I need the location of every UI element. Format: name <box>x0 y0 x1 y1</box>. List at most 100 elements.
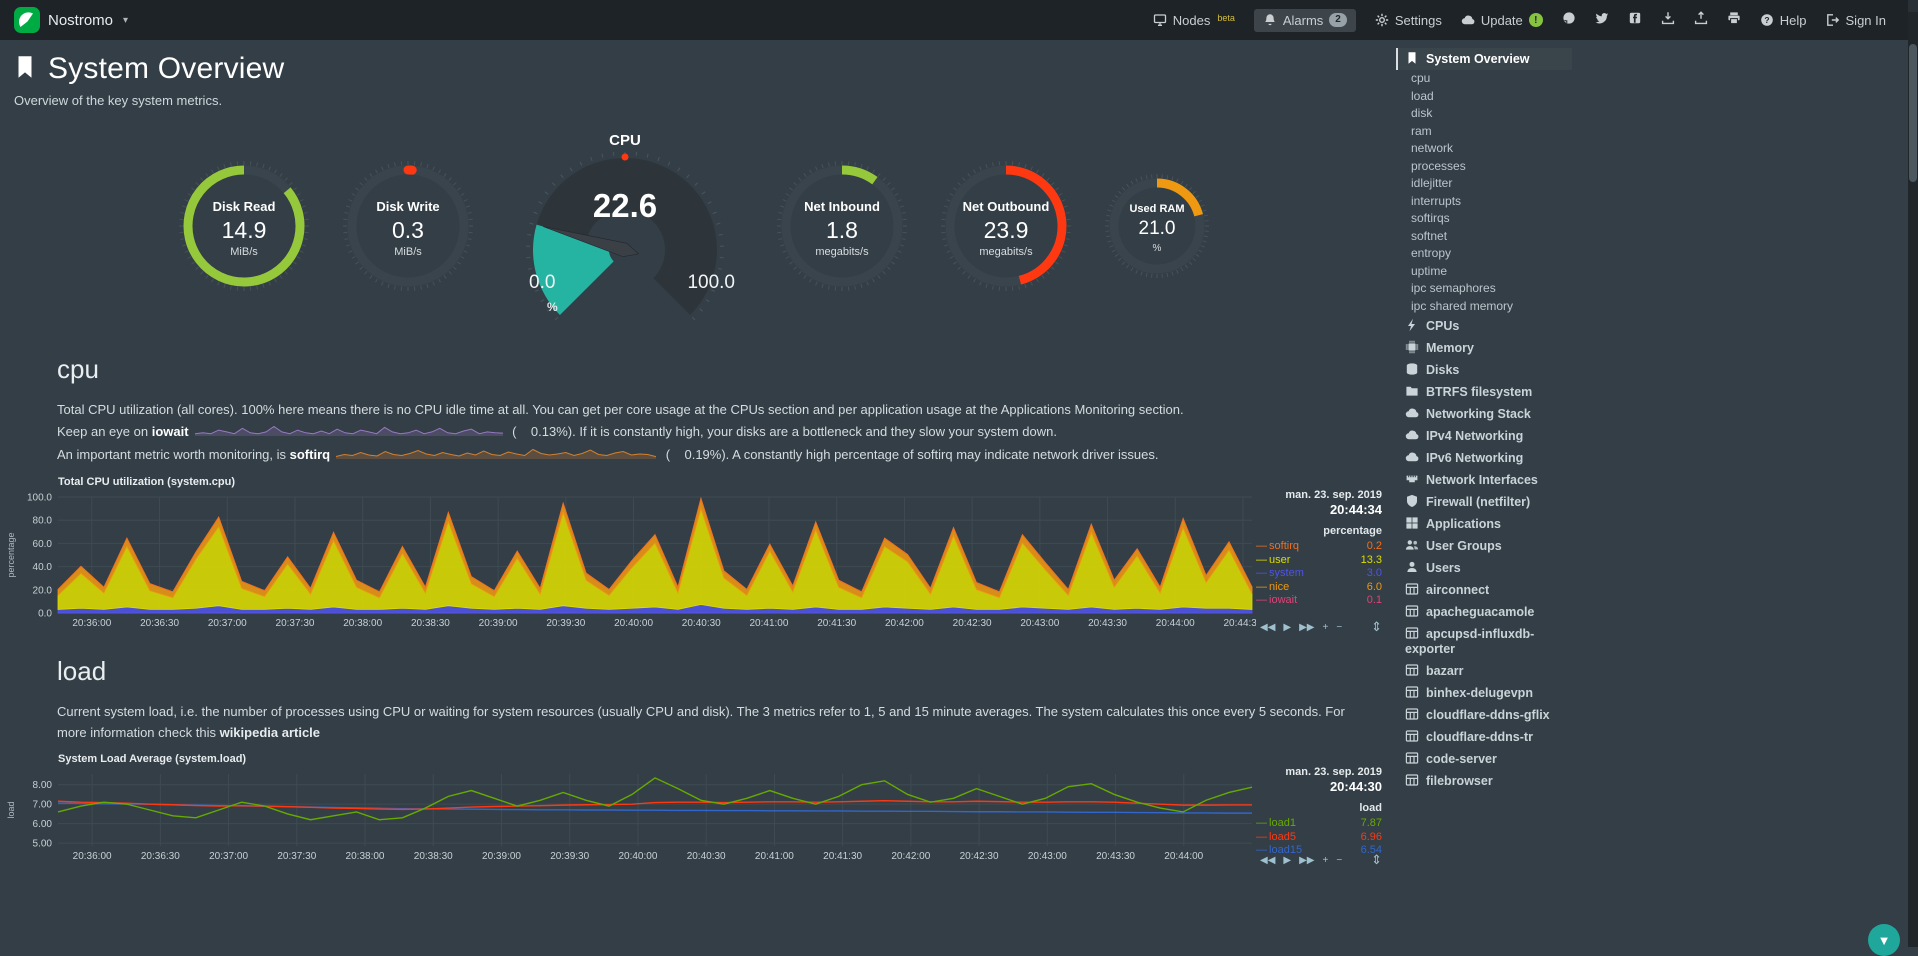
sidebar-item-firewall-netfilter[interactable]: Firewall (netfilter) <box>1396 491 1572 513</box>
sidebar-item-bazarr[interactable]: bazarr <box>1396 660 1572 682</box>
scrollbar-thumb[interactable] <box>1909 44 1917 182</box>
twitter-icon[interactable] <box>1595 11 1609 30</box>
gauge-net-outbound[interactable]: Net Outbound 23.9 megabits/s <box>939 159 1073 298</box>
sidebar-item-disks[interactable]: Disks <box>1396 359 1572 381</box>
export-snapshot-icon[interactable] <box>1661 11 1675 30</box>
sidebar-item-softirqs[interactable]: softirqs <box>1396 210 1572 228</box>
zoom-in-icon[interactable]: + <box>1322 622 1328 633</box>
sidebar-item-networking-stack[interactable]: Networking Stack <box>1396 403 1572 425</box>
sidebar-item-cloudflare-ddns-tr[interactable]: cloudflare-ddns-tr <box>1396 726 1572 748</box>
sidebar-item-ipc-semaphores[interactable]: ipc semaphores <box>1396 280 1572 298</box>
sidebar-item-binhex-delugevpn[interactable]: binhex-delugevpn <box>1396 682 1572 704</box>
table-icon <box>1405 751 1419 765</box>
help-button[interactable]: ? Help <box>1760 13 1807 28</box>
softirq-metric-label: softirq <box>290 447 330 462</box>
sidebar-item-user-groups[interactable]: User Groups <box>1396 535 1572 557</box>
sidebar-item-entropy[interactable]: entropy <box>1396 245 1572 263</box>
sidebar-item-system-overview[interactable]: System Overview <box>1396 48 1572 70</box>
svg-text:20:41:00: 20:41:00 <box>750 618 789 629</box>
gauge-disk-write[interactable]: Disk Write 0.3 MiB/s <box>341 159 475 298</box>
github-icon[interactable] <box>1562 11 1576 30</box>
svg-text:20:38:00: 20:38:00 <box>346 851 385 862</box>
sidebar-item-applications[interactable]: Applications <box>1396 513 1572 535</box>
gauge-used-ram[interactable]: Used RAM 21.0 % <box>1103 172 1211 285</box>
gauge-label: Disk Read <box>213 199 276 214</box>
svg-text:20:38:00: 20:38:00 <box>343 618 382 629</box>
signin-button[interactable]: Sign In <box>1826 13 1886 28</box>
sidebar-item-ipv4-networking[interactable]: IPv4 Networking <box>1396 425 1572 447</box>
play-icon[interactable]: ▶ <box>1283 622 1291 633</box>
sidebar-item-cpu[interactable]: cpu <box>1396 70 1572 88</box>
sidebar-item-processes[interactable]: processes <box>1396 158 1572 176</box>
sidebar-item-softnet[interactable]: softnet <box>1396 228 1572 246</box>
wikipedia-link[interactable]: wikipedia article <box>220 725 320 740</box>
sidebar-item-users[interactable]: Users <box>1396 557 1572 579</box>
gauge-disk-read[interactable]: Disk Read 14.9 MiB/s <box>177 159 311 298</box>
cpu-desc-line1: Total CPU utilization (all cores). 100% … <box>57 399 1357 420</box>
sidebar-item-filebrowser[interactable]: filebrowser <box>1396 770 1572 792</box>
svg-text:20:43:30: 20:43:30 <box>1088 618 1127 629</box>
page-scrollbar[interactable] <box>1908 0 1918 947</box>
sidebar-item-airconnect[interactable]: airconnect <box>1396 579 1572 601</box>
nodes-button[interactable]: Nodes beta <box>1153 13 1235 28</box>
pan-backward-icon[interactable]: ◀◀ <box>1260 855 1275 866</box>
sidebar-item-ipv6-networking[interactable]: IPv6 Networking <box>1396 447 1572 469</box>
resize-handle-icon[interactable]: ⇕ <box>1371 619 1382 635</box>
sidebar-item-cpus[interactable]: CPUs <box>1396 315 1572 337</box>
sidebar-item-interrupts[interactable]: interrupts <box>1396 193 1572 211</box>
sidebar-item-cloudflare-ddns-gflix[interactable]: cloudflare-ddns-gflix <box>1396 704 1572 726</box>
svg-text:80.0: 80.0 <box>33 516 53 527</box>
sidebar-item-apacheguacamole[interactable]: apacheguacamole <box>1396 601 1572 623</box>
update-button[interactable]: Update ! <box>1461 13 1543 28</box>
svg-text:20:39:00: 20:39:00 <box>482 851 521 862</box>
sidebar-item-uptime[interactable]: uptime <box>1396 263 1572 281</box>
gauge-unit: % <box>1153 243 1162 254</box>
resize-handle-icon[interactable]: ⇕ <box>1371 852 1382 868</box>
print-icon[interactable] <box>1727 11 1741 30</box>
pan-forward-icon[interactable]: ▶▶ <box>1299 622 1314 633</box>
scroll-to-bottom-button[interactable]: ▼ <box>1868 924 1900 956</box>
sidebar-item-ram[interactable]: ram <box>1396 123 1572 141</box>
node-name[interactable]: Nostromo <box>48 12 113 29</box>
svg-text:20:44:00: 20:44:00 <box>1156 618 1195 629</box>
svg-text:percentage: percentage <box>6 533 16 578</box>
facebook-icon[interactable] <box>1628 11 1642 30</box>
zoom-out-icon[interactable]: − <box>1336 622 1342 633</box>
pan-backward-icon[interactable]: ◀◀ <box>1260 622 1275 633</box>
pan-forward-icon[interactable]: ▶▶ <box>1299 855 1314 866</box>
sidebar-item-ipc-shared-memory[interactable]: ipc shared memory <box>1396 298 1572 316</box>
topbar-actions: Nodes beta Alarms 2 Settings Update ! ? … <box>1153 9 1908 32</box>
sidebar-item-memory[interactable]: Memory <box>1396 337 1572 359</box>
sidebar-item-idlejitter[interactable]: idlejitter <box>1396 175 1572 193</box>
scrollbar-top-button[interactable] <box>1908 0 1918 12</box>
chart-toolbar: ◀◀▶▶▶+−⇕ <box>1260 852 1382 868</box>
zoom-in-icon[interactable]: + <box>1322 855 1328 866</box>
sidebar-item-apcupsd-influxdb-exporter[interactable]: apcupsd-influxdb-exporter <box>1396 623 1572 660</box>
settings-button[interactable]: Settings <box>1375 13 1442 28</box>
zoom-out-icon[interactable]: − <box>1336 855 1342 866</box>
sidebar-item-load[interactable]: load <box>1396 88 1572 106</box>
sidebar-item-btrfs-filesystem[interactable]: BTRFS filesystem <box>1396 381 1572 403</box>
play-icon[interactable]: ▶ <box>1283 855 1291 866</box>
bolt-icon <box>1405 318 1419 332</box>
alarms-button[interactable]: Alarms 2 <box>1254 9 1356 32</box>
import-snapshot-icon[interactable] <box>1694 11 1708 30</box>
sidebar-item-code-server[interactable]: code-server <box>1396 748 1572 770</box>
gauge-net-inbound[interactable]: Net Inbound 1.8 megabits/s <box>775 159 909 298</box>
svg-text:20:44:30: 20:44:30 <box>1224 618 1256 629</box>
node-selector[interactable]: Nostromo ▾ <box>14 7 128 33</box>
sidebar-item-network-interfaces[interactable]: Network Interfaces <box>1396 469 1572 491</box>
sidebar-item-network[interactable]: network <box>1396 140 1572 158</box>
sidebar-item-disk[interactable]: disk <box>1396 105 1572 123</box>
